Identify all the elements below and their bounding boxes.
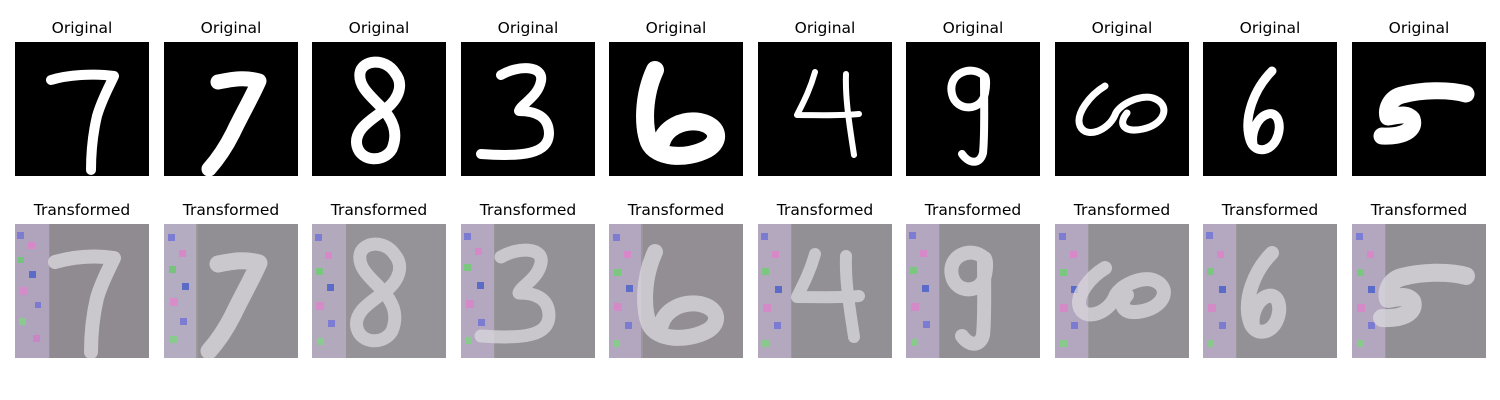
transformed-title: Transformed (776, 201, 874, 219)
original-digit-image (609, 42, 743, 176)
original-title: Original (794, 19, 856, 37)
transformed-title: Transformed (1370, 201, 1468, 219)
transformed-digit-image (164, 224, 298, 358)
transformed-title: Transformed (479, 201, 577, 219)
transformed-digit-image (1352, 224, 1486, 358)
original-title: Original (645, 19, 707, 37)
original-digit-image (1352, 42, 1486, 176)
transformed-digit-image (1055, 224, 1189, 358)
original-digit-image (906, 42, 1040, 176)
original-title: Original (942, 19, 1004, 37)
transformed-title: Transformed (924, 201, 1022, 219)
transformed-digit-image (1203, 224, 1337, 358)
transformed-digit-image (312, 224, 446, 358)
original-digit-image (1055, 42, 1189, 176)
original-title: Original (348, 19, 410, 37)
original-digit-image (164, 42, 298, 176)
transformed-title: Transformed (182, 201, 280, 219)
original-title: Original (200, 19, 262, 37)
original-digit-image (461, 42, 595, 176)
transformed-title: Transformed (33, 201, 131, 219)
original-title: Original (1091, 19, 1153, 37)
transformed-title: Transformed (627, 201, 725, 219)
original-digit-image (1203, 42, 1337, 176)
transformed-title: Transformed (330, 201, 428, 219)
original-digit-image (312, 42, 446, 176)
transformed-title: Transformed (1073, 201, 1171, 219)
transformed-title: Transformed (1221, 201, 1319, 219)
transformed-digit-image (461, 224, 595, 358)
original-title: Original (51, 19, 113, 37)
original-digit-image (15, 42, 149, 176)
transformed-digit-image (609, 224, 743, 358)
transformed-digit-image (15, 224, 149, 358)
original-title: Original (497, 19, 559, 37)
original-title: Original (1388, 19, 1450, 37)
original-digit-image (758, 42, 892, 176)
original-title: Original (1239, 19, 1301, 37)
transformed-digit-image (906, 224, 1040, 358)
transformed-digit-image (758, 224, 892, 358)
